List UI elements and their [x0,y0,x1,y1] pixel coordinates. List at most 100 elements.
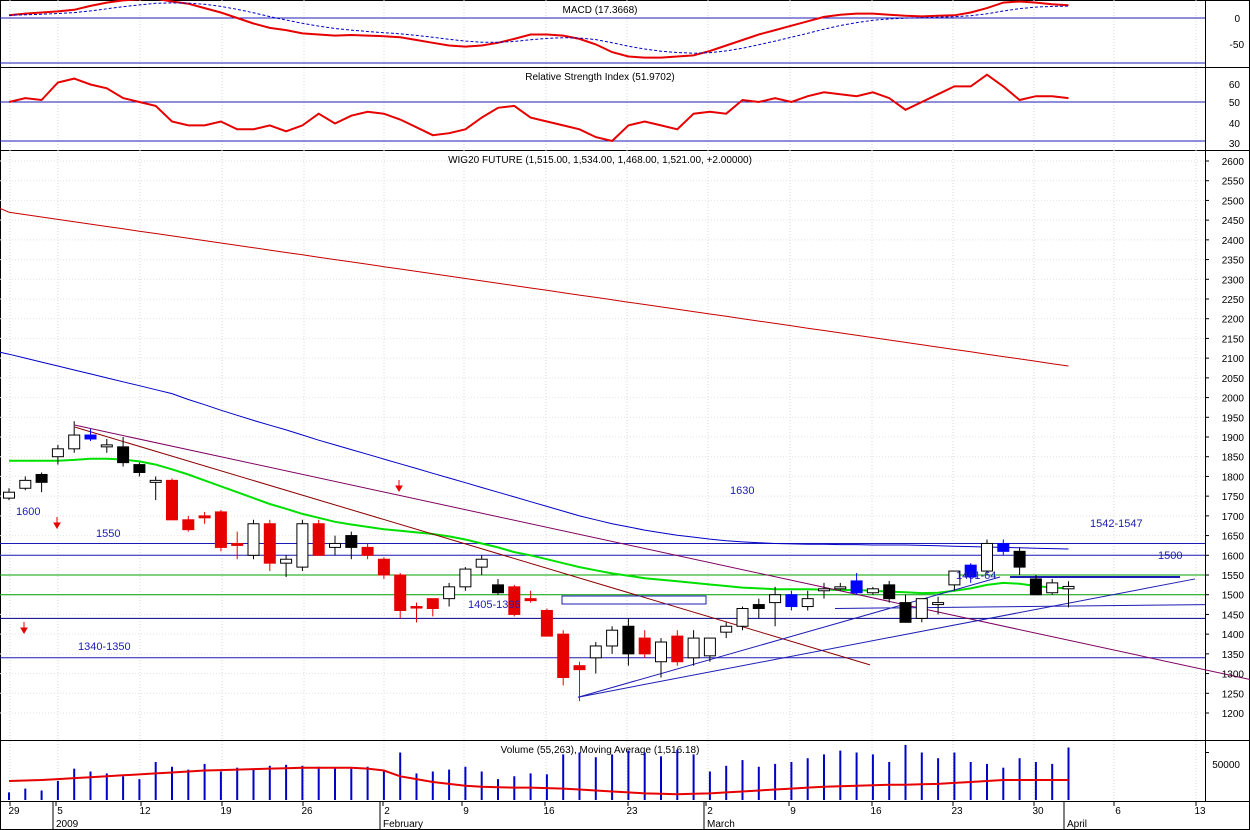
candle [540,608,553,637]
candle [769,586,782,627]
x-month-label: April [1067,819,1087,830]
candle-body [492,584,504,594]
candle-body [1062,585,1075,590]
candle-body [573,665,586,671]
candle [1062,581,1075,608]
candle [622,618,635,666]
candle-body [557,633,570,679]
candle-body [410,606,423,609]
candle [638,630,651,658]
label-1630: 1630 [730,485,754,497]
candle-body [948,570,961,586]
candle-body [296,523,309,568]
label-1550: 1550 [96,528,120,540]
candle [1046,578,1059,595]
price-tick-label: 2150 [1222,334,1245,345]
candle-body [997,542,1010,552]
macd-axis: 0 -50 [1230,14,1245,51]
trend-line [834,604,1206,610]
candle-body [182,519,195,531]
price-tick-label: 1650 [1222,532,1245,543]
label-1340-1350: 1340-1350 [78,641,131,653]
x-day-label: 19 [220,806,232,817]
rsi-tick: 40 [1229,119,1241,130]
candle-body [769,594,782,604]
candle [687,630,700,666]
candle-body [834,586,847,590]
candle [932,596,945,615]
candle-body [459,568,472,588]
level-annotations: 1630 1600 1550 1542-1547 1500 1461-64 14… [16,485,1182,653]
price-tick-label: 1850 [1222,453,1245,464]
candle-body [198,515,211,519]
label-1542-1547: 1542-1547 [1090,518,1143,530]
trend-line [74,426,871,666]
candle-body [687,637,700,659]
candle [752,598,765,619]
macd-panel [0,0,1205,59]
x-day-label: 16 [870,806,882,817]
candle-body [133,464,146,473]
candle [557,630,570,686]
candle [35,472,48,493]
candle [948,570,961,591]
candle-body [736,608,749,627]
candle-body [84,434,97,440]
candle-body [3,491,15,499]
price-tick-label: 1800 [1222,472,1245,483]
price-tick-label: 1400 [1222,630,1245,641]
candle-body [655,641,667,663]
candle [329,535,341,556]
candle-body [475,558,488,568]
candle-body [866,588,879,594]
x-month-label: February [383,819,423,830]
x-day-label: 5 [57,806,63,817]
candle [68,421,81,453]
candle [655,638,667,678]
candle [703,637,716,662]
candle [475,555,488,575]
candle-body [622,625,635,655]
candle-body [589,645,602,659]
candle [443,582,456,607]
candle [1013,547,1026,575]
label-1600: 1600 [16,506,40,518]
price-tick-label: 2600 [1222,157,1245,168]
x-day-label: 13 [1194,806,1206,817]
candle [1029,575,1042,596]
candle [883,580,896,603]
candle-body [345,535,358,548]
price-axis: 2600 2550 2500 2450 2400 2350 2300 2250 2200 2150… [1205,157,1244,720]
price-tick-label: 1600 [1222,551,1245,562]
x-month-label: 2009 [56,819,79,830]
candle [19,476,32,491]
candlesticks [3,421,1075,702]
candle [606,626,619,654]
trend-line [577,578,1196,698]
macd-title: MACD (17.3668) [562,5,637,16]
candle [214,509,227,552]
candle-body [850,580,863,594]
candle-body [280,558,293,564]
candle-body [524,598,537,602]
candle [801,590,814,611]
price-tick-label: 2500 [1222,196,1245,207]
price-tick-label: 2050 [1222,374,1245,385]
rsi-panel [0,62,1205,143]
candle-body [540,609,553,637]
candle [573,661,586,702]
x-day-label: 9 [463,806,469,817]
trend-line [74,424,1250,680]
candle-body [312,523,325,556]
candle [671,630,684,666]
price-tick-label: 1750 [1222,492,1245,503]
label-1405-1396: 1405-1396 [468,599,521,611]
candle-body [329,542,341,548]
candle-body [394,574,407,611]
price-tick-label: 2450 [1222,216,1245,227]
vertical-grid [9,0,1197,801]
candle [964,563,977,583]
candle [492,578,504,595]
price-tick-label: 1950 [1222,413,1245,424]
